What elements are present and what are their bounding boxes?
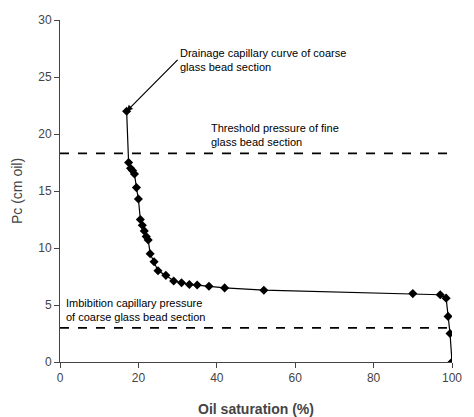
- svg-text:Imbibition capillary pressureo: Imbibition capillary pressureof coarse g…: [66, 297, 205, 323]
- svg-text:60: 60: [289, 371, 303, 385]
- svg-text:Threshold pressure of fineglas: Threshold pressure of fineglass bead sec…: [211, 122, 339, 148]
- svg-text:Pc (cm oil): Pc (cm oil): [9, 158, 25, 224]
- svg-text:0: 0: [45, 355, 52, 369]
- svg-text:100: 100: [442, 371, 462, 385]
- svg-text:40: 40: [210, 371, 224, 385]
- svg-text:0: 0: [57, 371, 64, 385]
- svg-text:Oil saturation (%): Oil saturation (%): [198, 401, 314, 417]
- svg-text:5: 5: [45, 298, 52, 312]
- svg-text:20: 20: [38, 127, 52, 141]
- svg-text:25: 25: [38, 70, 52, 84]
- svg-text:15: 15: [38, 184, 52, 198]
- svg-text:80: 80: [367, 371, 381, 385]
- svg-text:10: 10: [38, 241, 52, 255]
- svg-text:30: 30: [38, 13, 52, 27]
- svg-text:20: 20: [132, 371, 146, 385]
- svg-text:Drainage capillary curve of co: Drainage capillary curve of coarseglass …: [180, 47, 346, 73]
